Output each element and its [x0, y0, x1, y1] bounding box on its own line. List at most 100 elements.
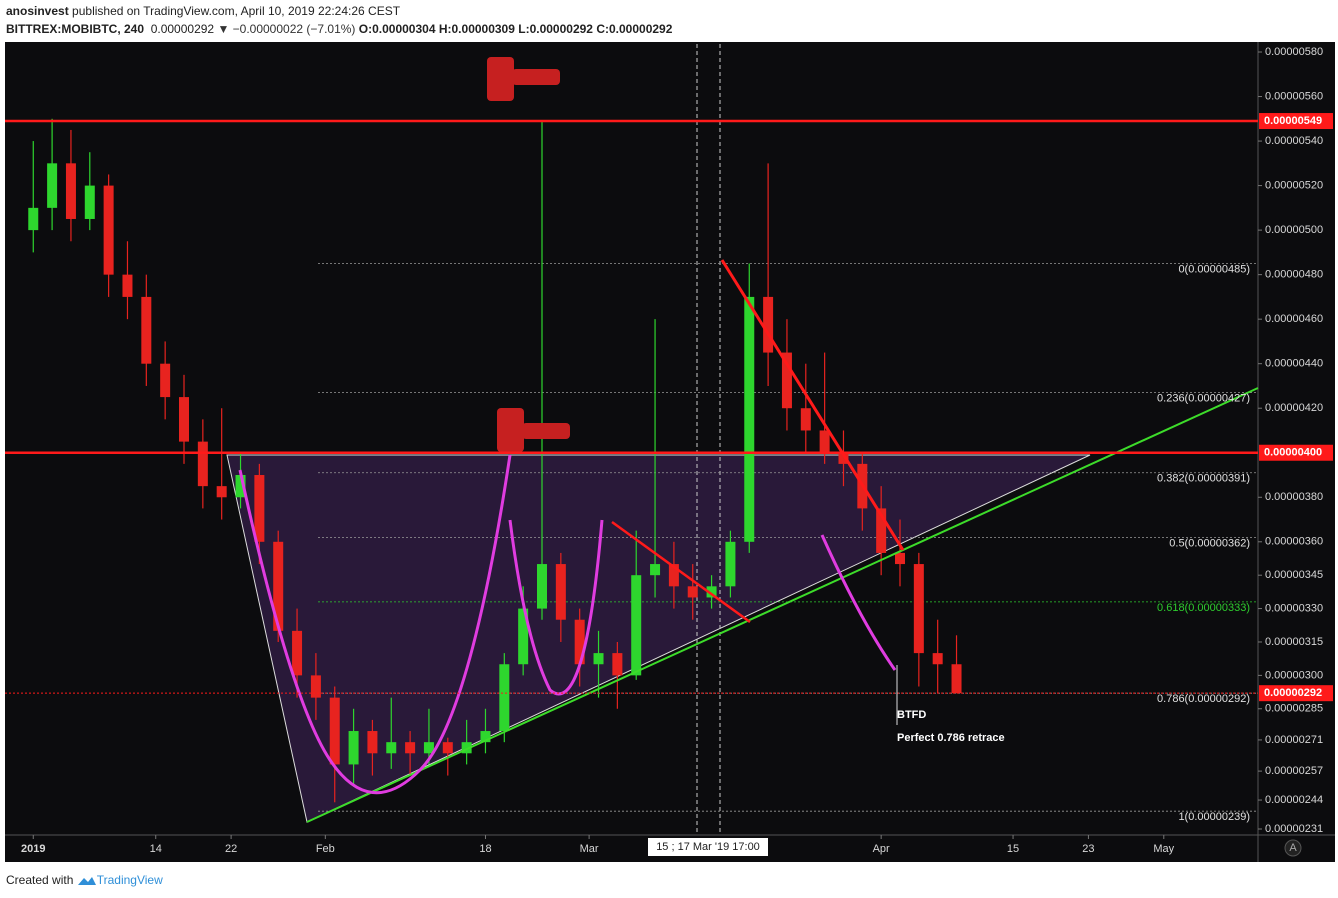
- candle-body: [706, 586, 717, 598]
- drawings: [28, 44, 1258, 835]
- candle-body: [668, 564, 679, 587]
- x-tick-label: 2019: [21, 843, 45, 855]
- candle-body: [141, 296, 152, 364]
- candle-body: [800, 408, 811, 431]
- x-tick-label: Apr: [873, 843, 890, 855]
- y-tick-label: 0.00000315: [1265, 636, 1323, 648]
- y-tick-label: 0.00000500: [1265, 224, 1323, 236]
- crosshair-label: 15 ; 17 Mar '19 17:00: [656, 841, 760, 853]
- level-tag: [1259, 444, 1333, 461]
- fib-label: 0.236(0.00000427): [1157, 393, 1250, 405]
- candle-body: [913, 564, 924, 654]
- candle-body: [28, 207, 39, 231]
- chart: 0.00000580 0.00000560 0.00000540 0.00000520…: [5, 42, 1335, 862]
- candle-body: [65, 163, 76, 219]
- drawing: [306, 387, 1259, 823]
- price-tag: [1259, 685, 1333, 702]
- candle-body: [310, 675, 321, 698]
- y-tick-label: 0.00000460: [1265, 313, 1323, 325]
- price-label: 0.00000292: [1264, 687, 1322, 699]
- fib-label: 0.618(0.00000333): [1157, 602, 1250, 614]
- candle-body: [216, 486, 227, 498]
- candle-body: [84, 185, 95, 219]
- candle-body: [876, 508, 887, 553]
- candle-body: [160, 363, 171, 398]
- y-tick-label: 0.00000257: [1265, 765, 1323, 777]
- fib-label: 0.5(0.00000362): [1169, 537, 1250, 549]
- candle-body: [329, 697, 340, 765]
- candle-body: [348, 731, 359, 765]
- candle-body: [367, 731, 378, 754]
- x-tick-label: Feb: [316, 843, 335, 855]
- candle-body: [932, 653, 943, 665]
- header-line: BITTREX:MOBIBTC, 240 0.00000292 ▼ −0.000…: [6, 22, 672, 36]
- x-tick-label: May: [1153, 843, 1174, 855]
- y-tick-label: 0.00000231: [1265, 823, 1323, 835]
- candle-body: [480, 731, 491, 743]
- drawings: [5, 57, 1259, 823]
- y-tick-label: 0.00000580: [1265, 46, 1323, 58]
- candle-body: [537, 564, 547, 609]
- axis-button: [1284, 839, 1302, 857]
- drawing: [487, 57, 514, 101]
- ohlc: O:0.00000304: [358, 22, 436, 36]
- x-tick-label: 23: [1082, 843, 1094, 855]
- x-tick-label: 15: [1007, 843, 1019, 855]
- drawing: [820, 534, 897, 671]
- y-tick-label: 0.00000480: [1265, 269, 1323, 281]
- last-price: 0.00000292: [150, 22, 215, 36]
- drawing: [512, 69, 560, 85]
- candle-body: [197, 441, 208, 487]
- ohlc: L:0.00000292: [518, 22, 593, 36]
- y-tick-label: 0.00000330: [1265, 602, 1323, 614]
- candle-body: [499, 664, 510, 732]
- logo: [77, 876, 96, 885]
- candle-body: [555, 564, 566, 620]
- candle-body: [122, 274, 133, 297]
- drawing: [720, 259, 905, 551]
- ohlc: H:0.00000309: [438, 22, 515, 36]
- fib-label: 0(0.00000485): [1178, 263, 1250, 275]
- candle-body: [687, 586, 698, 598]
- candle-body: [386, 742, 397, 754]
- axis-button-label: A: [1289, 842, 1297, 854]
- candle-body: [405, 742, 416, 754]
- symbol: BITTREX:MOBIBTC, 240: [6, 22, 145, 36]
- candle-body: [819, 430, 830, 453]
- y-tick-label: 0.00000380: [1265, 491, 1323, 503]
- candle-body: [461, 742, 472, 754]
- annotation: Perfect 0.786 retrace: [897, 732, 1005, 744]
- level-label: 0.00000549: [1264, 115, 1322, 127]
- x-tick-label: 22: [225, 843, 237, 855]
- x-tick-label: 18: [479, 843, 491, 855]
- y-tick-label: 0.00000300: [1265, 669, 1323, 681]
- candle-body: [781, 352, 792, 409]
- candle-body: [292, 630, 303, 676]
- brand: TradingView: [96, 873, 163, 887]
- candle-body: [235, 475, 246, 498]
- drawing: [497, 408, 524, 452]
- y-tick-label: 0.00000540: [1265, 135, 1323, 147]
- drawing: [611, 520, 751, 624]
- candle-body: [179, 397, 189, 442]
- candle-body: [103, 185, 114, 275]
- published: published on TradingView.com, April 10, …: [72, 4, 401, 18]
- candle-body: [951, 664, 962, 694]
- candle-body: [593, 653, 604, 665]
- drawing: [522, 423, 570, 439]
- y-tick-label: 0.00000420: [1265, 402, 1323, 414]
- candle-body: [650, 564, 661, 576]
- change: ▼ −0.00000022 (−7.01%): [217, 22, 356, 36]
- level-tag: [1259, 113, 1333, 130]
- drawing: [508, 519, 604, 696]
- footer: Created with TradingView: [6, 873, 163, 887]
- candle-body: [442, 742, 453, 754]
- fib-label: 0.786(0.00000292): [1157, 693, 1250, 705]
- fib-label: 0.382(0.00000391): [1157, 473, 1250, 485]
- candle-body: [612, 653, 623, 676]
- footer-text: Created with: [6, 873, 74, 887]
- candle-body: [744, 296, 755, 542]
- candle-body: [273, 541, 284, 631]
- y-tick-label: 0.00000271: [1265, 734, 1323, 746]
